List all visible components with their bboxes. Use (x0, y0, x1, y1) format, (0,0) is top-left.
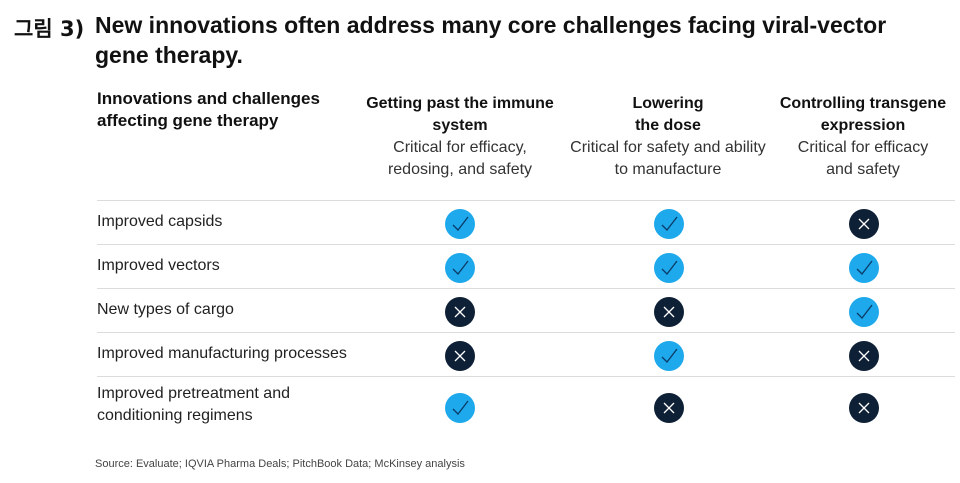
row-label: New types of cargo (97, 301, 234, 318)
source-note: Source: Evaluate; IQVIA Pharma Deals; Pi… (95, 458, 465, 470)
column-header-transgene: Controlling transgene expression Critica… (763, 93, 960, 181)
check-icon (654, 340, 684, 371)
check-icon (849, 252, 879, 283)
column-header-immune: Getting past the immune system Critical … (360, 93, 560, 181)
row-label: Improved vectors (97, 257, 220, 274)
row-label: Improved pretreatment and conditioning r… (97, 385, 290, 424)
cross-icon (445, 296, 475, 327)
row-label: Improved manufacturing processes (97, 345, 347, 362)
check-icon (445, 208, 475, 239)
column-subtitle: Critical for efficacy and safety (797, 139, 929, 178)
table-row: Improved manufacturing processes (97, 332, 955, 376)
cross-icon (445, 340, 475, 371)
check-icon (654, 208, 684, 239)
row-label: Improved capsids (97, 213, 223, 230)
cross-icon (654, 392, 684, 423)
table-row: Improved vectors (97, 244, 955, 288)
table-row: New types of cargo (97, 288, 955, 332)
cross-icon (849, 208, 879, 239)
check-icon (654, 252, 684, 283)
check-icon (849, 296, 879, 327)
table-row: Improved capsids (97, 200, 955, 244)
innovation-table: Improved capsids Improved vectors New type… (97, 200, 955, 436)
column-title: Lowering the dose (632, 95, 704, 134)
cross-icon (849, 392, 879, 423)
column-subtitle: Critical for efficacy, redosing, and saf… (387, 139, 533, 178)
column-title: Getting past the immune system (366, 95, 554, 134)
column-header-dose: Lowering the dose Critical for safety an… (568, 93, 768, 181)
cross-icon (654, 296, 684, 327)
table-row: Improved pretreatment and conditioning r… (97, 376, 955, 436)
figure-title: New innovations often address many core … (95, 12, 887, 68)
column-title: Controlling transgene expression (779, 95, 947, 134)
check-icon (445, 392, 475, 423)
row-header: Innovations and challenges affecting gen… (97, 89, 320, 130)
figure-label: 그림 3) (14, 17, 85, 41)
check-icon (445, 252, 475, 283)
cross-icon (849, 340, 879, 371)
column-subtitle: Critical for safety and ability to manuf… (570, 139, 766, 178)
